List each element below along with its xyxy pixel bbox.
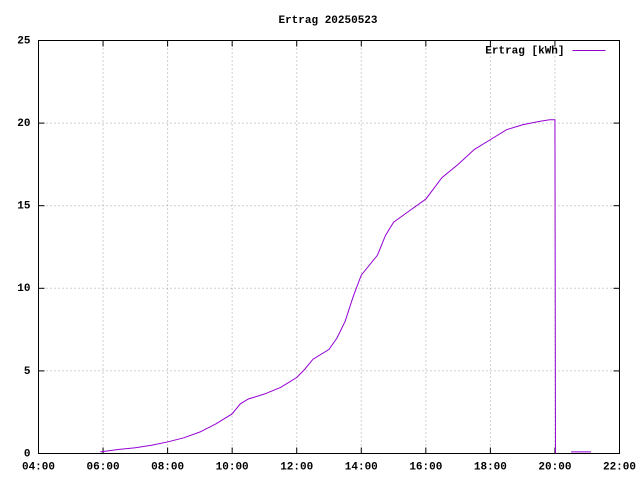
legend-label: Ertrag [kWh] [485, 45, 564, 57]
x-tick-label: 18:00 [474, 461, 507, 473]
x-tick-label: 14:00 [345, 461, 378, 473]
y-tick-label: 25 [17, 35, 31, 47]
y-tick-label: 10 [17, 283, 30, 295]
x-tick-label: 12:00 [280, 461, 313, 473]
x-tick-label: 10:00 [216, 461, 249, 473]
plot-frame [38, 40, 620, 454]
chart-title: Ertrag 20250523 [278, 15, 377, 27]
x-tick-label: 04:00 [22, 461, 55, 473]
x-tick-label: 20:00 [538, 461, 571, 473]
x-tick-label: 08:00 [151, 461, 184, 473]
y-tick-label: 15 [17, 201, 31, 213]
data-line [100, 119, 556, 454]
y-tick-label: 20 [17, 118, 30, 130]
x-tick-label: 16:00 [409, 461, 442, 473]
y-tick-label: 5 [24, 366, 31, 378]
x-tick-label: 22:00 [603, 461, 636, 473]
y-tick-label: 0 [24, 448, 31, 460]
x-tick-label: 06:00 [87, 461, 120, 473]
